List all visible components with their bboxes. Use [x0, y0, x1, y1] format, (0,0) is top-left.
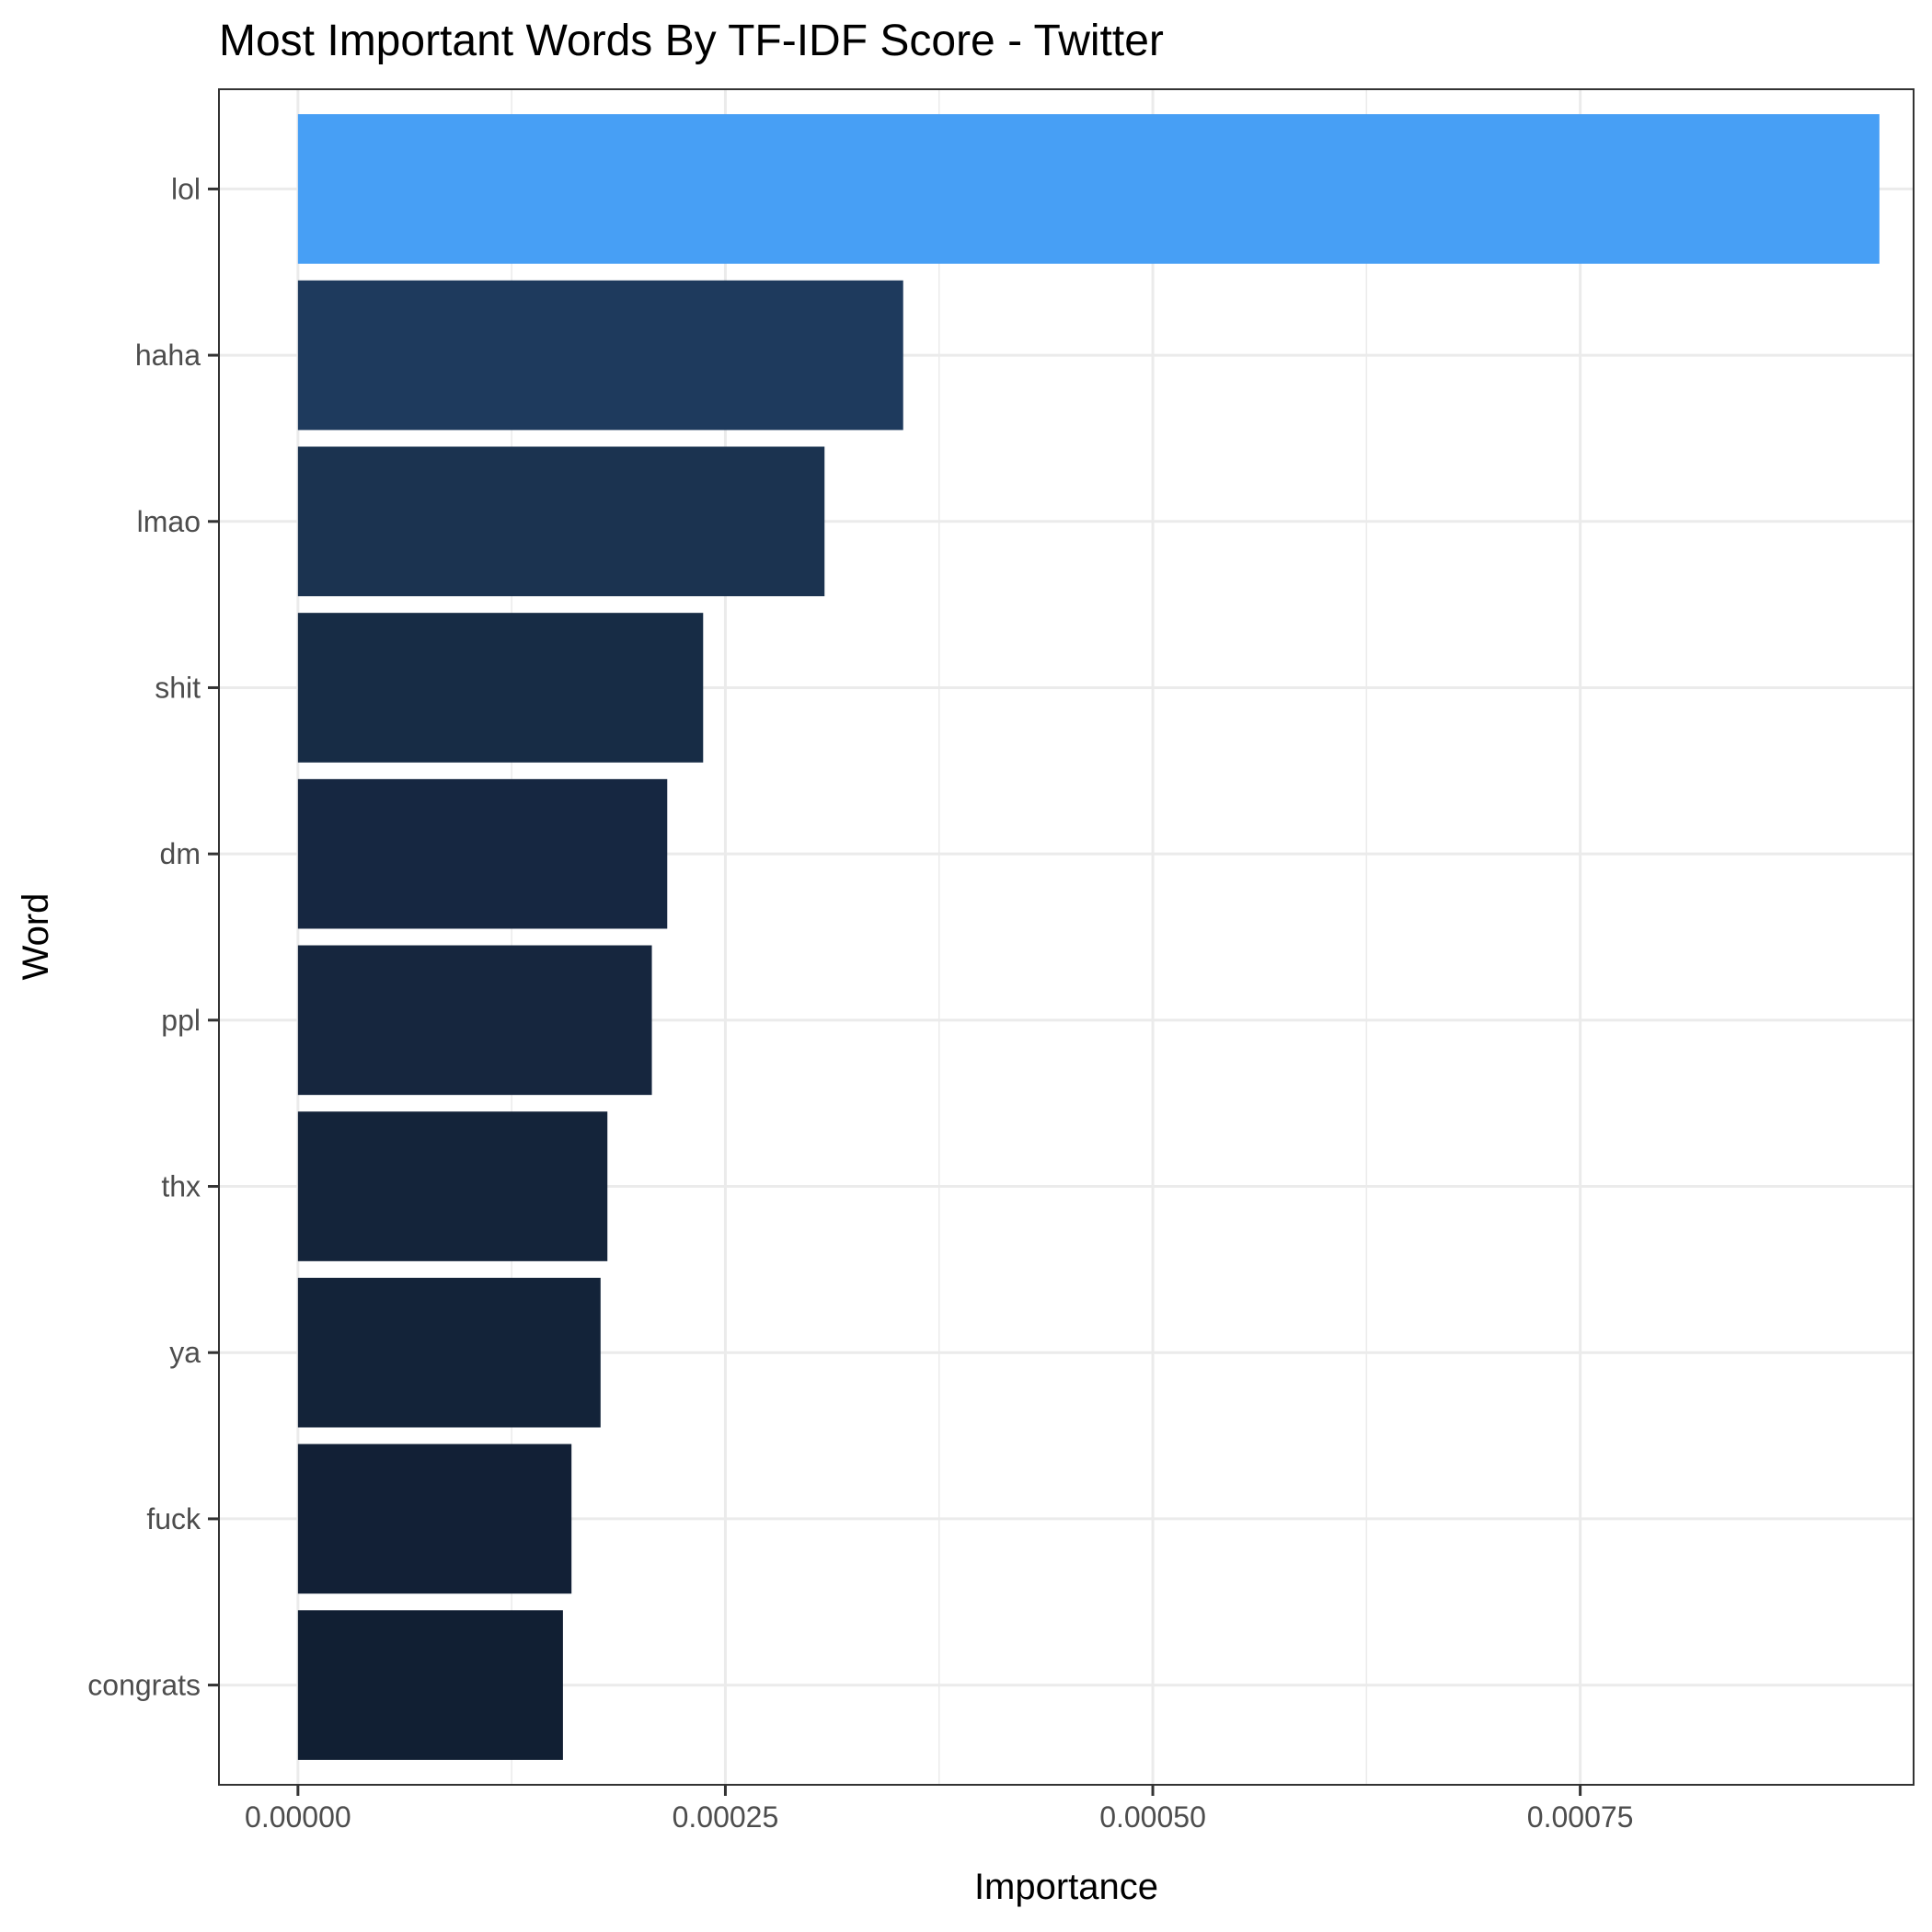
y-tick-label: shit	[155, 671, 201, 704]
chart-title: Most Important Words By TF-IDF Score - T…	[219, 17, 1164, 65]
y-tick-label: haha	[135, 339, 201, 372]
y-tick-label: lol	[171, 172, 201, 205]
panel-border	[218, 88, 1915, 1786]
x-tick-label: 0.00025	[673, 1800, 779, 1834]
bar-thx	[297, 1111, 608, 1261]
bar-shit	[297, 613, 704, 763]
x-tick-label: 0.00000	[245, 1800, 351, 1834]
bar-haha	[297, 280, 903, 431]
y-tick-label: lmao	[137, 505, 201, 538]
x-axis: 0.00000 0.00025 0.00050 0.00075	[245, 1785, 1633, 1834]
y-tick-label: fuck	[146, 1502, 201, 1535]
y-tick-label: ya	[169, 1336, 201, 1369]
x-tick-label: 0.00050	[1099, 1800, 1206, 1834]
bar-ya	[297, 1277, 601, 1428]
y-axis: lol haha lmao shit dm ppl thx ya fuck congrats	[87, 172, 219, 1702]
x-axis-title: Importance	[974, 1867, 1158, 1907]
y-axis-title: Word	[16, 893, 56, 981]
bar-congrats	[297, 1610, 563, 1760]
y-tick-label: dm	[160, 837, 201, 870]
y-tick-label: congrats	[87, 1669, 201, 1702]
bar-fuck	[297, 1443, 572, 1594]
y-tick-label: thx	[161, 1170, 201, 1203]
bar-ppl	[297, 945, 652, 1096]
bars	[297, 114, 1880, 1760]
x-tick-label: 0.00075	[1527, 1800, 1634, 1834]
bar-lol	[297, 114, 1880, 264]
bar-dm	[297, 778, 668, 929]
y-tick-label: ppl	[161, 1004, 201, 1037]
bar-lmao	[297, 446, 825, 597]
